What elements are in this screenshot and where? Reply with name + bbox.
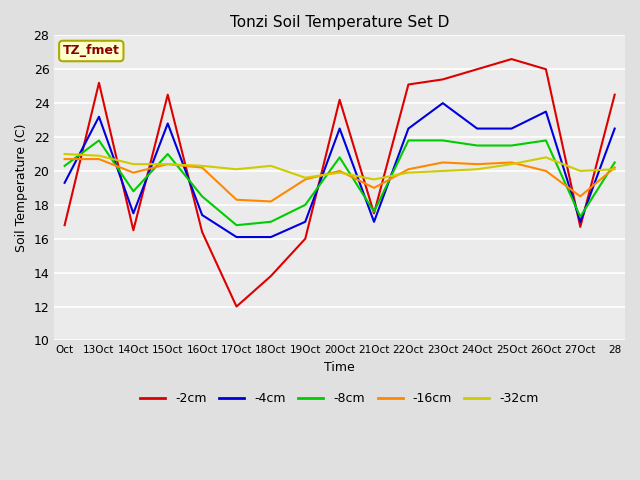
-32cm — [301, 175, 309, 180]
-8cm — [95, 138, 103, 144]
-8cm — [404, 138, 412, 144]
-2cm — [611, 92, 618, 97]
-2cm — [474, 66, 481, 72]
Line: -16cm: -16cm — [65, 159, 614, 202]
Title: Tonzi Soil Temperature Set D: Tonzi Soil Temperature Set D — [230, 15, 449, 30]
-32cm — [577, 168, 584, 174]
-4cm — [439, 100, 447, 106]
-16cm — [474, 161, 481, 167]
-2cm — [95, 80, 103, 85]
-4cm — [508, 126, 515, 132]
-16cm — [129, 170, 137, 176]
-32cm — [542, 155, 550, 160]
-2cm — [61, 222, 68, 228]
-16cm — [61, 156, 68, 162]
-32cm — [233, 167, 241, 172]
-32cm — [439, 168, 447, 174]
-32cm — [404, 170, 412, 176]
Line: -4cm: -4cm — [65, 103, 614, 237]
-2cm — [301, 236, 309, 241]
-16cm — [439, 159, 447, 165]
-2cm — [267, 273, 275, 279]
-16cm — [198, 165, 206, 170]
-4cm — [61, 180, 68, 186]
-2cm — [336, 97, 344, 103]
-16cm — [542, 168, 550, 174]
-16cm — [95, 156, 103, 162]
X-axis label: Time: Time — [324, 361, 355, 374]
Y-axis label: Soil Temperature (C): Soil Temperature (C) — [15, 124, 28, 252]
-4cm — [164, 120, 172, 126]
Legend: -2cm, -4cm, -8cm, -16cm, -32cm: -2cm, -4cm, -8cm, -16cm, -32cm — [136, 387, 544, 410]
-32cm — [474, 167, 481, 172]
-4cm — [404, 126, 412, 132]
-8cm — [267, 219, 275, 225]
-8cm — [61, 163, 68, 169]
-2cm — [164, 92, 172, 97]
-4cm — [95, 114, 103, 120]
-32cm — [61, 151, 68, 157]
-2cm — [233, 304, 241, 310]
-8cm — [611, 159, 618, 165]
-2cm — [198, 229, 206, 235]
-32cm — [95, 153, 103, 158]
-32cm — [267, 163, 275, 169]
-2cm — [404, 82, 412, 87]
-8cm — [233, 222, 241, 228]
-32cm — [508, 161, 515, 167]
-2cm — [508, 56, 515, 62]
Text: TZ_fmet: TZ_fmet — [63, 45, 120, 58]
-4cm — [474, 126, 481, 132]
-2cm — [542, 66, 550, 72]
-4cm — [267, 234, 275, 240]
-8cm — [129, 189, 137, 194]
-8cm — [336, 155, 344, 160]
-16cm — [370, 185, 378, 191]
-16cm — [404, 167, 412, 172]
-16cm — [164, 161, 172, 167]
-8cm — [542, 138, 550, 144]
-2cm — [439, 76, 447, 82]
-8cm — [301, 202, 309, 208]
-16cm — [611, 165, 618, 170]
-16cm — [301, 177, 309, 182]
Line: -8cm: -8cm — [65, 141, 614, 225]
-32cm — [370, 177, 378, 182]
-4cm — [198, 212, 206, 218]
-32cm — [611, 167, 618, 172]
-4cm — [233, 234, 241, 240]
Line: -2cm: -2cm — [65, 59, 614, 307]
-8cm — [439, 138, 447, 144]
-4cm — [336, 126, 344, 132]
-8cm — [508, 143, 515, 148]
-8cm — [164, 151, 172, 157]
-16cm — [336, 168, 344, 174]
-32cm — [198, 163, 206, 169]
-8cm — [198, 193, 206, 199]
-32cm — [129, 161, 137, 167]
-4cm — [129, 210, 137, 216]
-16cm — [233, 197, 241, 203]
-16cm — [508, 159, 515, 165]
-32cm — [336, 170, 344, 176]
-4cm — [577, 219, 584, 225]
-16cm — [267, 199, 275, 204]
-4cm — [301, 219, 309, 225]
-32cm — [164, 161, 172, 167]
-2cm — [577, 224, 584, 230]
-2cm — [129, 228, 137, 233]
-16cm — [577, 193, 584, 199]
-8cm — [474, 143, 481, 148]
-8cm — [577, 214, 584, 219]
-4cm — [542, 109, 550, 115]
-4cm — [611, 126, 618, 132]
Line: -32cm: -32cm — [65, 154, 614, 180]
-8cm — [370, 209, 378, 215]
-2cm — [370, 210, 378, 216]
-4cm — [370, 219, 378, 225]
